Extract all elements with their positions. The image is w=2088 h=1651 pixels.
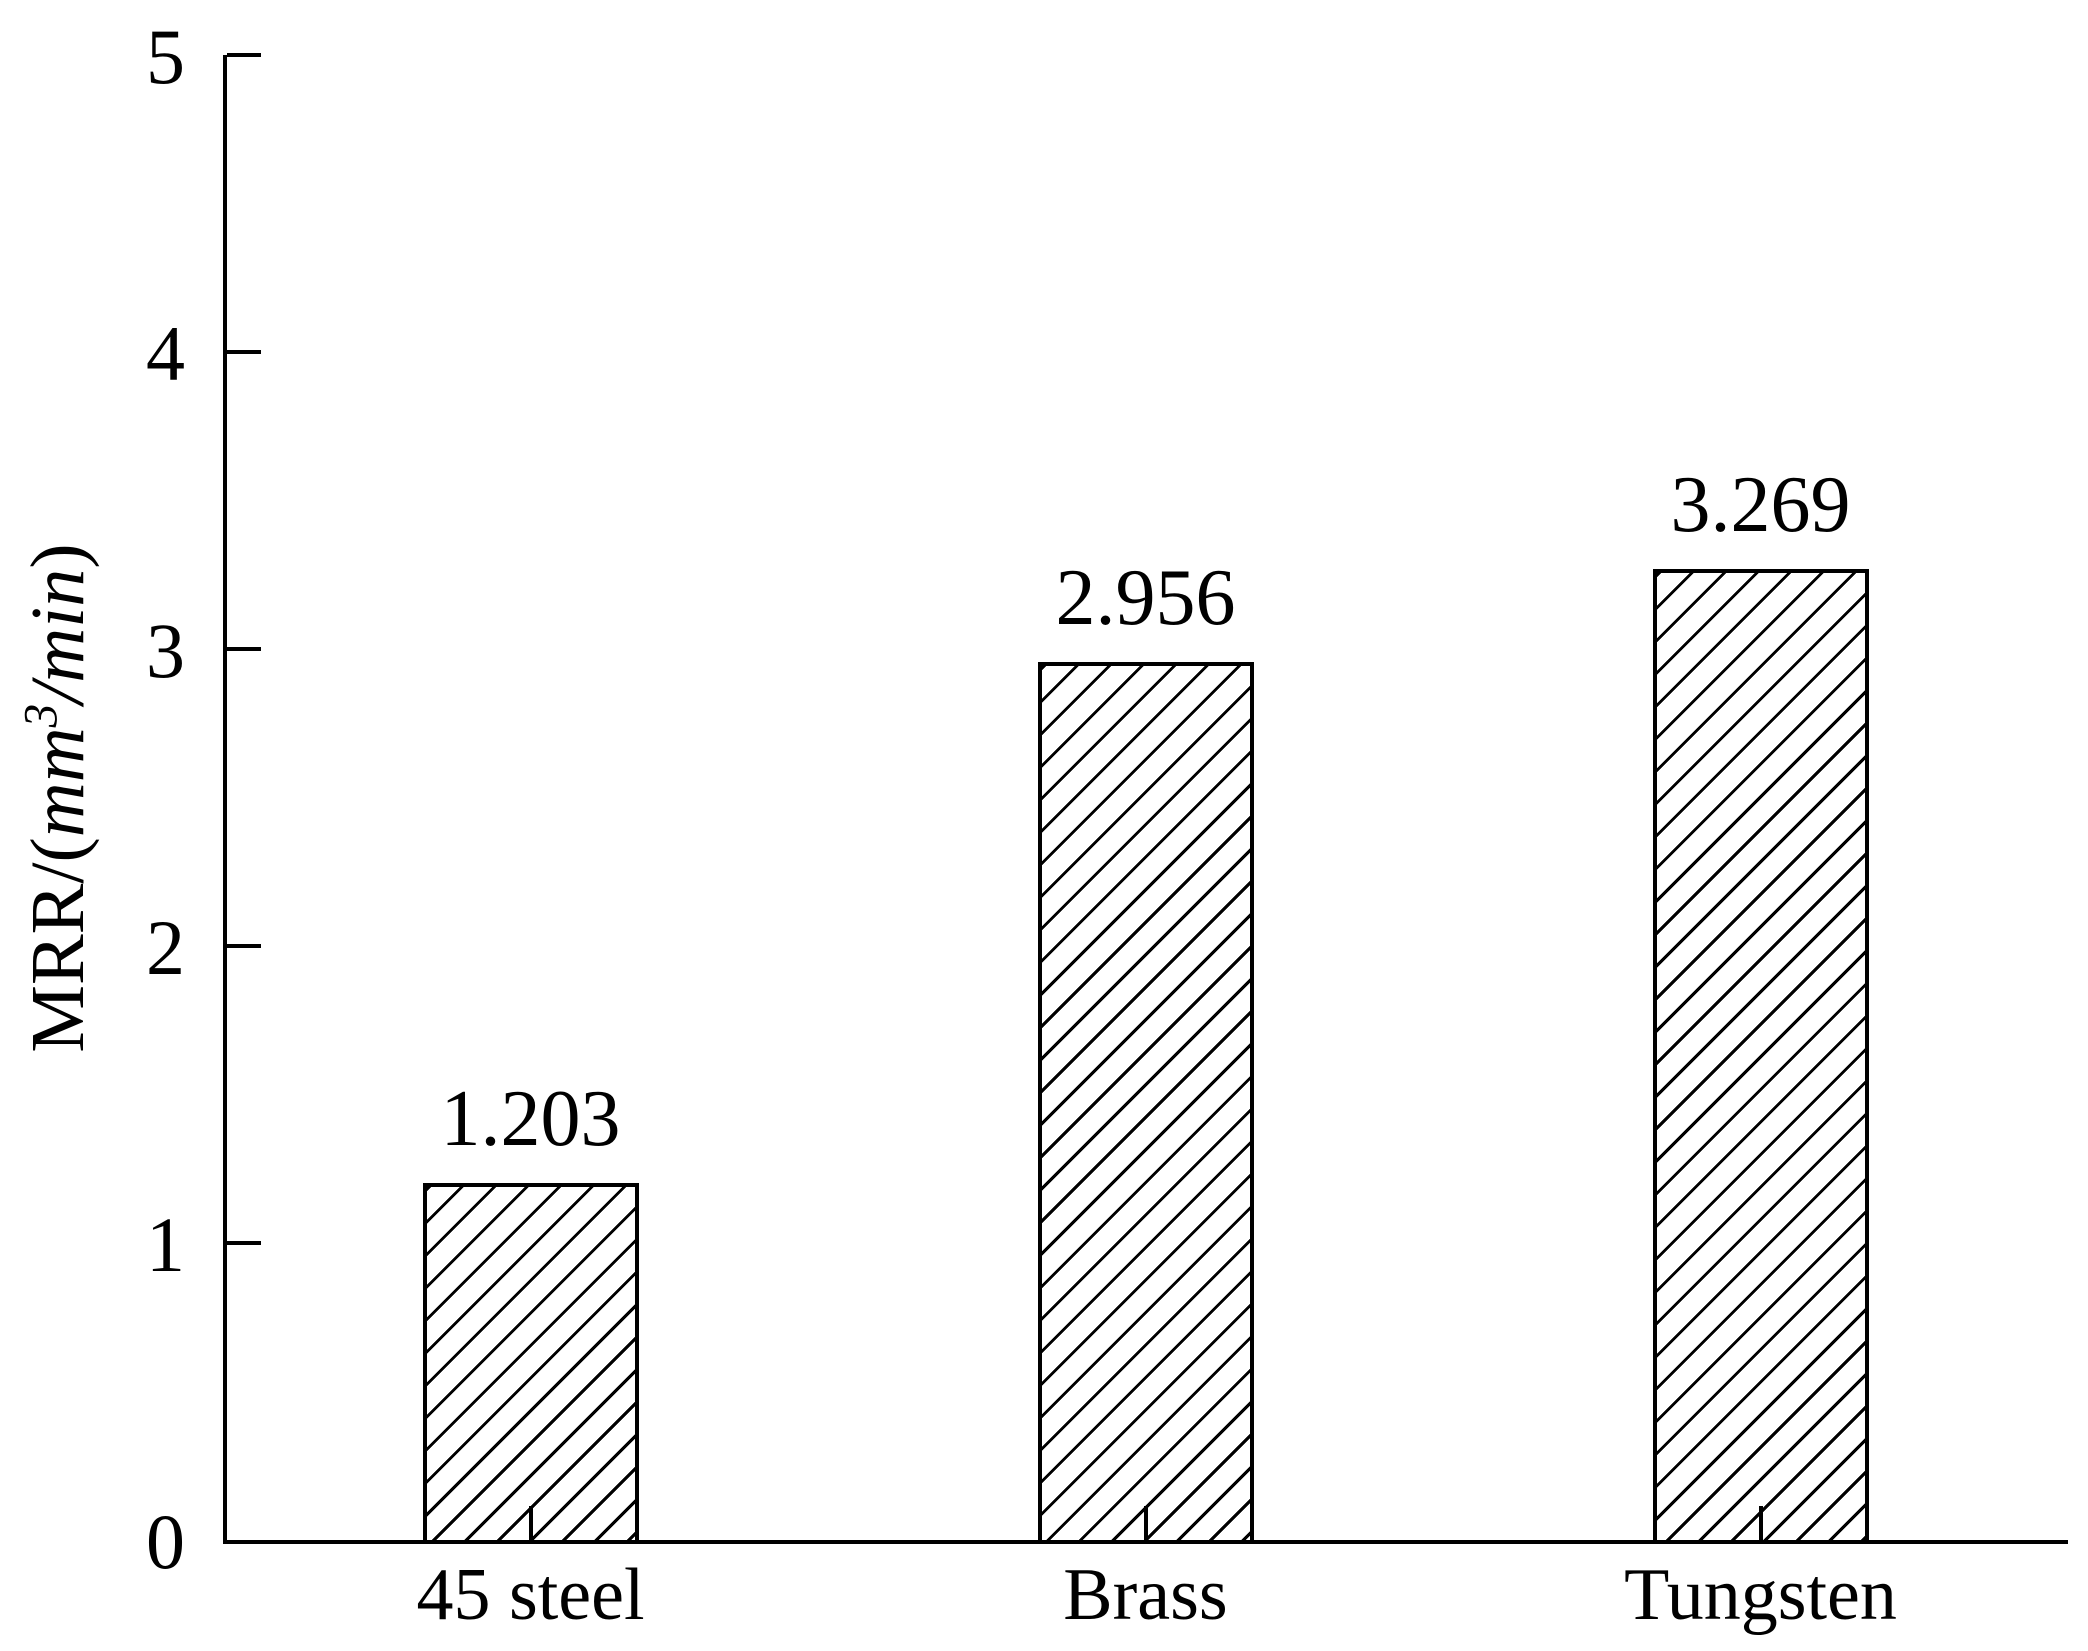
bar	[1037, 662, 1254, 1540]
y-axis-title-superscript: 3	[15, 703, 68, 728]
y-tick-label: 2	[146, 904, 185, 991]
x-tick	[1758, 1506, 1763, 1540]
y-axis-line	[223, 55, 227, 1544]
bar	[1652, 569, 1869, 1540]
bar-value-label: 2.956	[1055, 554, 1236, 643]
bar-value-label: 1.203	[440, 1074, 621, 1163]
x-tick	[1143, 1506, 1148, 1540]
y-tick-label: 1	[146, 1201, 185, 1288]
y-tick-label: 5	[146, 13, 185, 100]
y-tick	[227, 53, 261, 57]
y-tick	[227, 1241, 261, 1245]
x-category-label: 45 steel	[416, 1554, 645, 1636]
bar	[422, 1182, 639, 1540]
y-tick	[227, 944, 261, 948]
y-tick-label: 4	[146, 310, 185, 397]
x-axis-line	[223, 1540, 2068, 1544]
y-axis-title-close: )	[16, 543, 100, 569]
x-category-label: Brass	[1063, 1554, 1228, 1636]
y-tick-label: 3	[146, 607, 185, 694]
y-tick	[227, 647, 261, 651]
y-tick-label: 0	[146, 1498, 185, 1585]
bar-value-label: 3.269	[1670, 461, 1851, 550]
x-category-label: Tungsten	[1624, 1554, 1897, 1636]
y-tick	[227, 350, 261, 354]
x-tick	[528, 1506, 533, 1540]
y-axis-title-unit: mm	[16, 727, 100, 838]
